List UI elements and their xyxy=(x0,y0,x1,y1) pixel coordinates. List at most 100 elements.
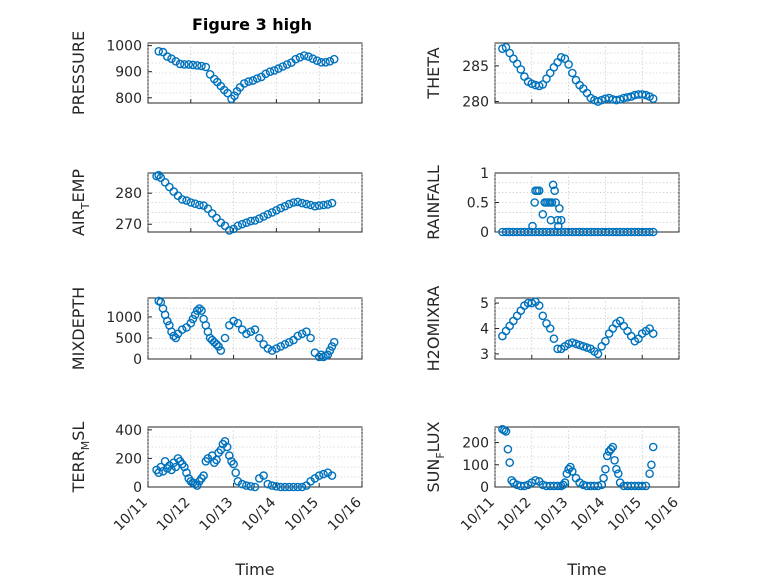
data-point xyxy=(327,471,337,480)
y-axis-label: TERRMSL xyxy=(69,422,92,494)
y-tick-label: 270 xyxy=(115,217,142,233)
data-point xyxy=(527,79,537,88)
data-point xyxy=(220,436,230,446)
y-tick-label: 1000 xyxy=(106,39,142,55)
data-point xyxy=(212,339,221,349)
data-point xyxy=(289,198,298,207)
data-point xyxy=(579,341,588,351)
data-point xyxy=(516,65,526,74)
data-point xyxy=(252,74,262,83)
y-tick-label: 1000 xyxy=(106,310,142,326)
data-point xyxy=(224,451,234,460)
data-point xyxy=(186,198,196,207)
subplot-theta: 280 285 THETA xyxy=(424,42,680,111)
y-tick-label: 1 xyxy=(480,166,489,182)
data-point xyxy=(507,475,516,485)
data-point xyxy=(612,464,621,474)
data-point xyxy=(284,199,294,209)
data-point xyxy=(551,198,561,207)
y-axis-label: AIRTEMP xyxy=(69,169,92,236)
data-point xyxy=(553,215,562,225)
y-tick-label: 0 xyxy=(480,480,489,496)
data-point xyxy=(229,459,238,469)
data-point xyxy=(550,186,559,195)
data-point xyxy=(553,481,562,491)
data-point xyxy=(229,316,238,326)
y-tick-label: 3 xyxy=(480,347,489,363)
data-point xyxy=(261,69,271,79)
data-point xyxy=(182,196,191,205)
data-point xyxy=(623,93,632,102)
data-point xyxy=(276,342,286,351)
data-point xyxy=(593,481,603,491)
y-tick-label: 5 xyxy=(480,296,489,312)
data-point xyxy=(188,60,198,70)
data-point xyxy=(528,221,537,231)
data-point xyxy=(167,54,176,64)
data-point xyxy=(614,469,623,479)
data-point xyxy=(220,333,230,343)
data-point xyxy=(171,57,181,66)
data-point xyxy=(531,475,540,485)
data-point xyxy=(291,54,301,64)
data-point xyxy=(156,173,166,182)
data-point xyxy=(304,52,313,61)
data-point xyxy=(295,53,305,62)
data-point xyxy=(186,476,196,486)
data-point xyxy=(165,182,174,192)
data-point xyxy=(555,204,564,213)
data-point xyxy=(316,350,326,360)
data-point xyxy=(547,198,557,207)
data-point xyxy=(325,346,335,355)
data-point xyxy=(254,333,264,343)
y-tick-label: 200 xyxy=(462,436,489,452)
data-point xyxy=(538,311,548,321)
data-point xyxy=(297,198,307,208)
y-axis-label: RAINFALL xyxy=(424,165,443,240)
data-point xyxy=(259,212,268,221)
data-point xyxy=(177,195,187,204)
data-point xyxy=(207,209,217,218)
data-point xyxy=(182,468,191,478)
data-point xyxy=(233,318,243,328)
data-point xyxy=(503,444,513,454)
data-point xyxy=(645,469,654,479)
data-point xyxy=(327,342,337,351)
data-point xyxy=(250,482,260,492)
data-point xyxy=(154,468,163,478)
y-tick-label: 285 xyxy=(462,59,489,75)
data-point xyxy=(246,481,255,491)
data-point xyxy=(197,306,206,315)
data-point xyxy=(566,462,575,472)
data-point xyxy=(214,342,223,351)
data-point xyxy=(297,482,307,492)
data-point xyxy=(612,95,621,105)
data-point xyxy=(244,77,253,86)
data-point xyxy=(308,54,318,64)
data-point xyxy=(220,221,230,231)
y-tick-label: 400 xyxy=(115,423,142,439)
data-point xyxy=(284,482,294,492)
data-point xyxy=(242,218,251,227)
data-point xyxy=(602,451,612,461)
data-point xyxy=(169,331,178,341)
data-point xyxy=(190,479,200,489)
data-point xyxy=(534,186,544,195)
data-point xyxy=(267,481,277,490)
data-point xyxy=(190,199,200,208)
data-point xyxy=(212,213,221,223)
x-axis-label: Time xyxy=(234,560,274,579)
data-point xyxy=(276,203,286,213)
data-point xyxy=(242,329,251,339)
data-point xyxy=(280,201,290,211)
data-point xyxy=(195,200,204,210)
y-axis-label: MIXDEPTH xyxy=(69,287,88,370)
data-point xyxy=(272,344,281,353)
data-point xyxy=(610,455,619,465)
data-point xyxy=(289,482,298,492)
data-point xyxy=(299,51,309,60)
data-point xyxy=(246,216,255,226)
data-point xyxy=(199,471,208,480)
x-axis-label: Time xyxy=(566,560,606,579)
data-point xyxy=(549,334,559,344)
